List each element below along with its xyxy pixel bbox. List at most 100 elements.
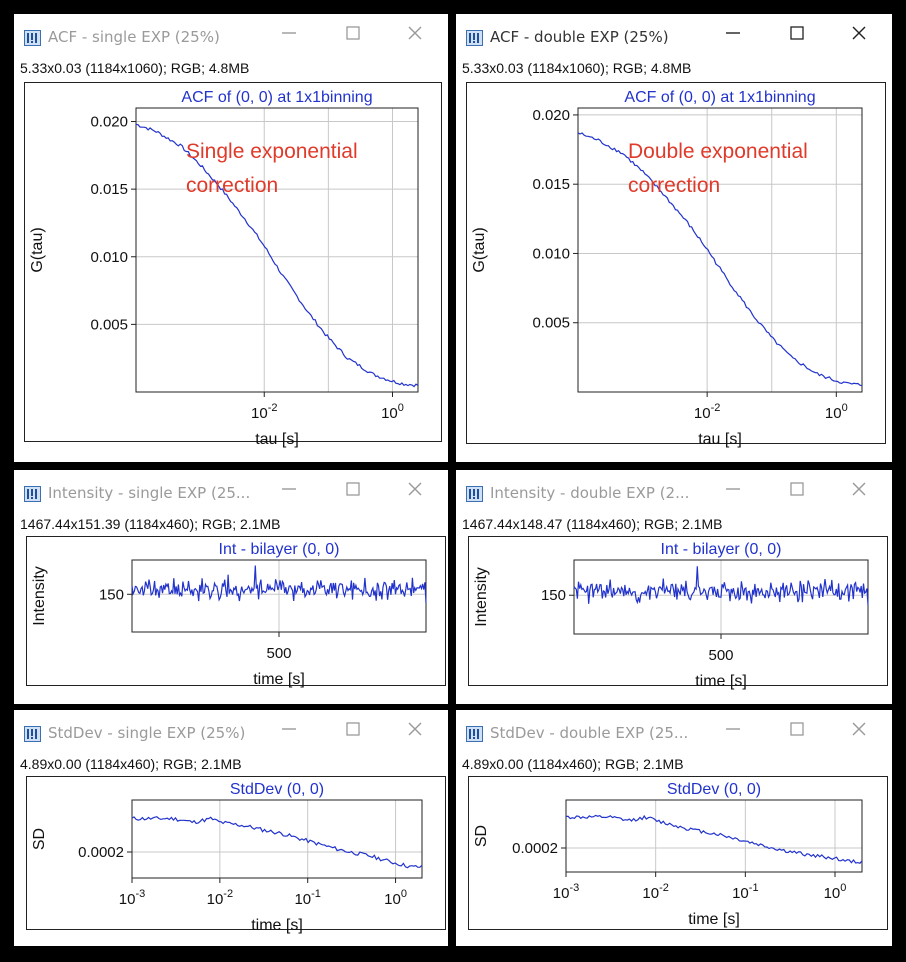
y-axis-label: SD — [31, 828, 48, 850]
image-info: 4.89x0.00 (1184x460); RGB; 2.1MB — [20, 756, 242, 772]
plot-axes — [131, 799, 423, 879]
minimize-icon — [281, 481, 297, 502]
x-tick-exponent: -1 — [749, 882, 759, 894]
x-axis-label: time [s] — [251, 917, 303, 934]
plot-canvas: StdDev (0, 0) 0.0002 10-3 10-2 10-1 100 time [… — [468, 776, 888, 930]
maximize-button[interactable] — [342, 24, 364, 46]
maximize-button[interactable] — [342, 720, 364, 742]
maximize-button[interactable] — [342, 480, 364, 502]
maximize-icon — [345, 25, 361, 46]
stddev-double-window[interactable]: StdDev - double EXP (25... 4.89x0.00 (118… — [456, 710, 892, 946]
title-bar[interactable]: ACF - double EXP (25%) — [456, 14, 892, 58]
close-icon — [851, 25, 867, 46]
imagej-icon — [466, 726, 483, 742]
image-info: 1467.44x151.39 (1184x460); RGB; 2.1MB — [20, 516, 281, 532]
minimize-button[interactable] — [722, 480, 744, 502]
window-title: StdDev - double EXP (25... — [490, 724, 689, 742]
imagej-icon — [24, 486, 41, 502]
close-icon — [851, 481, 867, 502]
stddev-single-window[interactable]: StdDev - single EXP (25%) 4.89x0.00 (1184… — [14, 710, 448, 946]
plot-axes — [577, 107, 863, 393]
x-tick-label: 100 — [384, 888, 407, 908]
x-tick-exponent: 0 — [401, 888, 407, 900]
x-tick-exponent: -2 — [659, 882, 669, 894]
window-title: ACF - double EXP (25%) — [490, 28, 669, 46]
x-tick-label: 10-2 — [642, 882, 668, 902]
minimize-icon — [725, 25, 741, 46]
close-icon — [407, 721, 423, 742]
y-axis-label: Intensity — [31, 566, 48, 626]
close-button[interactable] — [848, 24, 870, 46]
image-info: 4.89x0.00 (1184x460); RGB; 2.1MB — [462, 756, 684, 772]
acf-single-window[interactable]: ACF - single EXP (25%) 5.33x0.03 (1184x10… — [14, 14, 448, 462]
plot-canvas: ACF of (0, 0) at 1x1binning 0.005 0.010 0.0… — [24, 82, 442, 448]
close-button[interactable] — [848, 480, 870, 502]
chart-title: Int - bilayer (0, 0) — [219, 541, 340, 558]
minimize-button[interactable] — [722, 720, 744, 742]
close-button[interactable] — [404, 480, 426, 502]
plot-frame — [24, 82, 442, 442]
maximize-button[interactable] — [786, 24, 808, 46]
x-tick-label: 500 — [266, 645, 291, 662]
maximize-icon — [345, 721, 361, 742]
plot-frame — [468, 536, 888, 686]
maximize-button[interactable] — [786, 720, 808, 742]
series-line — [573, 566, 869, 606]
x-tick-label: 10-3 — [553, 882, 579, 902]
imagej-icon — [24, 30, 41, 46]
maximize-icon — [789, 721, 805, 742]
series-line — [577, 132, 863, 387]
minimize-icon — [725, 721, 741, 742]
close-button[interactable] — [404, 720, 426, 742]
imagej-icon — [466, 486, 483, 502]
series-line — [565, 814, 863, 864]
title-bar[interactable]: StdDev - double EXP (25... — [456, 710, 892, 754]
chart-title: ACF of (0, 0) at 1x1binning — [181, 89, 372, 106]
x-axis-label: time [s] — [695, 673, 747, 690]
intensity-single-window[interactable]: Intensity - single EXP (25... 1467.44x151… — [14, 470, 448, 704]
x-tick-exponent: -3 — [135, 888, 145, 900]
x-tick-exponent: -1 — [311, 888, 321, 900]
x-tick-exponent: 0 — [842, 402, 848, 414]
y-tick-label: 0.020 — [532, 107, 570, 124]
x-tick-label: 10-2 — [251, 402, 277, 422]
minimize-button[interactable] — [278, 720, 300, 742]
x-axis-label: tau [s] — [255, 431, 299, 448]
title-bar[interactable]: StdDev - single EXP (25%) — [14, 710, 448, 754]
minimize-icon — [281, 25, 297, 46]
plot-canvas: StdDev (0, 0) 0.0002 10-3 10-2 10-1 100 time [… — [26, 776, 446, 934]
close-button[interactable] — [848, 720, 870, 742]
acf-double-window[interactable]: ACF - double EXP (25%) 5.33x0.03 (1184x10… — [456, 14, 892, 462]
maximize-button[interactable] — [786, 480, 808, 502]
plot-frame — [26, 776, 446, 930]
maximize-icon — [789, 25, 805, 46]
maximize-icon — [789, 481, 805, 502]
minimize-button[interactable] — [278, 480, 300, 502]
annotation-text: correction — [186, 174, 278, 197]
x-tick-label: 10-1 — [294, 888, 320, 908]
x-tick-exponent: -2 — [223, 888, 233, 900]
close-button[interactable] — [404, 24, 426, 46]
x-axis-label: time [s] — [253, 671, 305, 688]
y-tick-label: 0.010 — [90, 249, 128, 266]
x-tick-label: 10-3 — [119, 888, 145, 908]
y-axis-label: SD — [473, 825, 490, 847]
y-tick-label: 0.0002 — [78, 844, 124, 861]
title-bar[interactable]: Intensity - single EXP (25... — [14, 470, 448, 514]
x-tick-label: 100 — [824, 882, 847, 902]
title-bar[interactable]: Intensity - double EXP (2... — [456, 470, 892, 514]
series-line — [135, 123, 419, 388]
plot-canvas: Int - bilayer (0, 0) 150 500 time [s] Intens… — [26, 536, 446, 688]
plot-canvas: ACF of (0, 0) at 1x1binning 0.005 0.010 0.0… — [466, 82, 886, 448]
title-bar[interactable]: ACF - single EXP (25%) — [14, 14, 448, 58]
minimize-button[interactable] — [278, 24, 300, 46]
minimize-button[interactable] — [722, 24, 744, 46]
intensity-double-window[interactable]: Intensity - double EXP (2... 1467.44x148.… — [456, 470, 892, 704]
plot-axes — [135, 107, 419, 393]
x-tick-exponent: -3 — [569, 882, 579, 894]
imagej-icon — [24, 726, 41, 742]
close-icon — [407, 25, 423, 46]
x-tick-label: 500 — [708, 647, 733, 664]
y-tick-label: 0.020 — [90, 114, 128, 131]
plot-frame — [26, 536, 446, 686]
